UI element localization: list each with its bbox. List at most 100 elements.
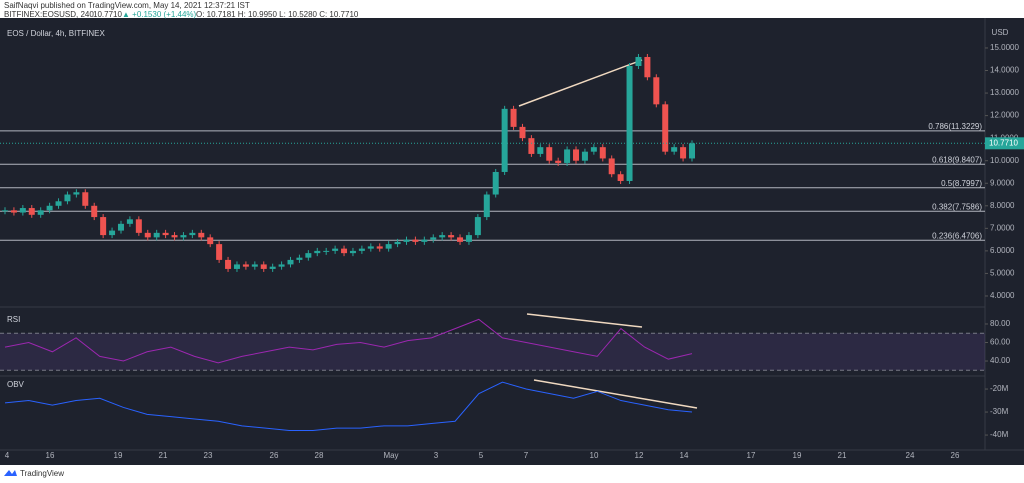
candle xyxy=(671,147,678,152)
candle xyxy=(207,237,214,245)
price-tag xyxy=(985,137,1024,150)
candle xyxy=(474,217,481,236)
y-tick-label: -20M xyxy=(990,384,1009,393)
fib-label: 0.382(7.7586) xyxy=(932,202,982,211)
candle xyxy=(171,235,178,238)
price-tag-label: 10.7710 xyxy=(989,138,1018,147)
candle xyxy=(225,259,232,269)
candle xyxy=(626,65,633,181)
y-tick-label: -40M xyxy=(990,430,1009,439)
candle xyxy=(376,246,383,249)
obv-title: OBV xyxy=(7,380,25,389)
candle xyxy=(644,56,651,78)
x-tick-label: 21 xyxy=(838,451,847,460)
candle xyxy=(394,241,401,245)
candle xyxy=(564,149,571,163)
candle xyxy=(260,264,267,269)
y-tick-label: 6.0000 xyxy=(990,246,1015,255)
candle xyxy=(216,244,223,260)
candle xyxy=(510,108,517,127)
x-tick-label: 23 xyxy=(204,451,213,460)
candle xyxy=(519,126,526,139)
rsi-band xyxy=(0,333,985,371)
candle xyxy=(617,174,624,181)
x-tick-label: 14 xyxy=(680,451,689,460)
candle xyxy=(2,210,8,212)
candle xyxy=(135,219,142,233)
candle xyxy=(689,143,695,159)
x-tick-label: 28 xyxy=(315,451,324,460)
trendline xyxy=(533,379,698,409)
candle xyxy=(91,205,98,218)
candle xyxy=(55,201,62,206)
candle xyxy=(573,149,580,161)
candle xyxy=(430,237,437,240)
candle xyxy=(555,160,562,163)
indicator-line xyxy=(4,318,693,364)
trendline xyxy=(518,59,643,107)
candle xyxy=(599,147,606,159)
candle xyxy=(37,210,44,215)
x-tick-label: 16 xyxy=(46,451,55,460)
candle xyxy=(367,246,374,249)
candle xyxy=(403,239,410,242)
x-tick-label: 26 xyxy=(951,451,960,460)
candle xyxy=(162,232,169,236)
fib-label: 0.786(11.3229) xyxy=(928,122,982,131)
candle xyxy=(385,244,392,249)
x-tick-label: 10 xyxy=(590,451,599,460)
candle xyxy=(465,235,472,242)
y-tick-label: -30M xyxy=(990,407,1009,416)
candle xyxy=(287,259,294,265)
x-tick-label: 21 xyxy=(159,451,168,460)
axis-unit: USD xyxy=(992,28,1009,37)
candle xyxy=(662,104,669,152)
candle xyxy=(10,210,17,213)
x-tick-label: 26 xyxy=(270,451,279,460)
symbol: BITFINEX:EOSUSD, 240 xyxy=(4,10,94,19)
trendline xyxy=(526,313,643,328)
y-tick-label: 14.0000 xyxy=(990,66,1019,75)
y-tick-label: 4.0000 xyxy=(990,291,1015,300)
candle xyxy=(412,239,419,242)
candle xyxy=(100,217,107,236)
candle xyxy=(46,205,53,211)
candle xyxy=(73,192,80,195)
candle xyxy=(581,151,588,161)
candle xyxy=(109,230,116,236)
footer-bar xyxy=(0,465,1024,483)
candle xyxy=(296,257,303,260)
candle xyxy=(680,147,687,159)
ohlc: O: 10.7181 H: 10.9950 L: 10.5280 C: 10.7… xyxy=(196,10,359,19)
candle xyxy=(537,147,544,154)
publisher: SaifNaqvi published on TradingView.com, … xyxy=(4,1,250,10)
candle xyxy=(608,158,615,175)
y-tick-label: 60.00 xyxy=(990,338,1011,347)
fib-label: 0.5(8.7997) xyxy=(941,179,982,188)
candle xyxy=(635,56,642,66)
candle xyxy=(251,264,258,267)
x-tick-label: 3 xyxy=(434,451,439,460)
x-tick-label: 7 xyxy=(524,451,529,460)
y-tick-label: 9.0000 xyxy=(990,178,1015,187)
footer: TradingView xyxy=(20,469,64,478)
fib-label: 0.236(6.4706) xyxy=(932,231,982,240)
candle xyxy=(341,248,348,254)
x-tick-label: 5 xyxy=(479,451,484,460)
x-tick-label: 4 xyxy=(5,451,10,460)
candle xyxy=(82,192,89,206)
x-tick-label: 17 xyxy=(747,451,756,460)
candle xyxy=(483,194,490,218)
header-bar xyxy=(0,0,1024,18)
candle xyxy=(269,266,276,269)
candle xyxy=(278,264,285,267)
candle xyxy=(546,147,553,161)
candle xyxy=(189,232,196,236)
pane-title: EOS / Dollar, 4h, BITFINEX xyxy=(7,29,105,38)
candle xyxy=(153,232,160,238)
candle xyxy=(144,232,151,238)
candle xyxy=(180,235,187,238)
y-tick-label: 5.0000 xyxy=(990,269,1015,278)
candle xyxy=(64,194,71,202)
x-tick-label: 19 xyxy=(793,451,802,460)
